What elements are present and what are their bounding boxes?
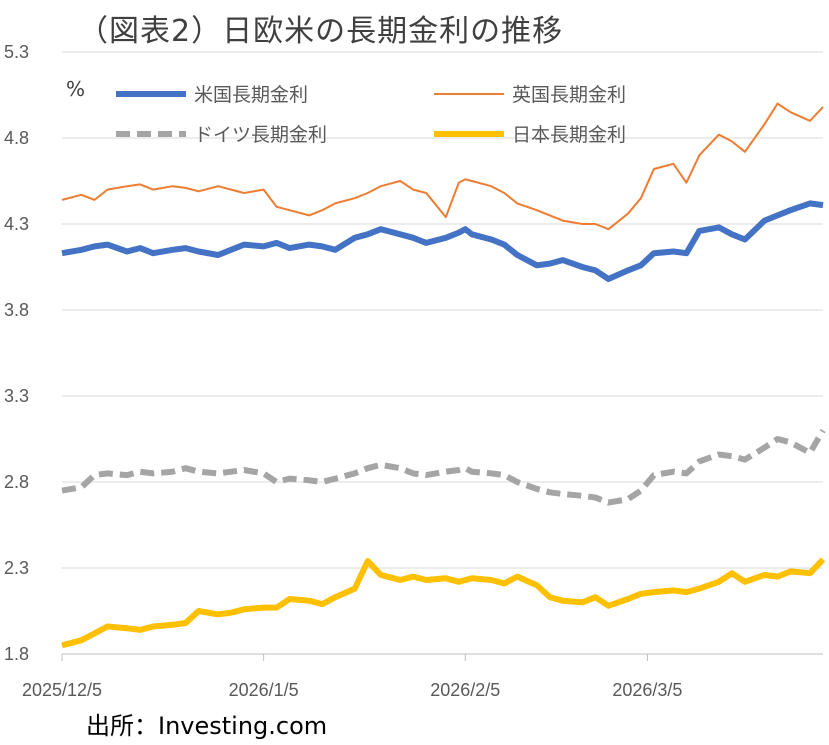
legend-label-3: 日本長期金利 <box>512 124 626 146</box>
y-tick-label: 3.8 <box>4 300 29 320</box>
x-tick-label: 2025/12/5 <box>22 680 102 700</box>
series-line-0 <box>61 200 824 282</box>
x-tick-label: 2026/2/5 <box>430 680 500 700</box>
y-axis-ticks: 5.3 4.8 4.3 3.8 3.3 2.8 2.3 1.8 <box>4 42 29 664</box>
legend-label-2: ドイツ長期金利 <box>194 124 327 146</box>
y-tick-label: 4.8 <box>4 128 29 148</box>
x-axis-ticks: 2025/12/5 2026/1/5 2026/2/5 2026/3/5 <box>22 654 682 700</box>
y-tick-label: 2.8 <box>4 472 29 492</box>
source-note: 出所：Investing.com <box>86 712 328 740</box>
unit-label: % <box>66 77 85 101</box>
y-tick-label: 3.3 <box>4 386 29 406</box>
legend-label-0: 米国長期金利 <box>194 84 308 106</box>
series-lines <box>61 102 826 649</box>
x-tick-label: 2026/3/5 <box>612 680 682 700</box>
y-tick-label: 1.8 <box>4 644 29 664</box>
y-tick-label: 5.3 <box>4 42 29 62</box>
y-tick-label: 4.3 <box>4 214 29 234</box>
x-tick-label: 2026/1/5 <box>229 680 299 700</box>
grid-lines <box>62 51 823 655</box>
series-line-3 <box>61 557 826 649</box>
series-line-2 <box>61 428 826 506</box>
chart-title: （図表2）日欧米の長期金利の推移 <box>78 14 564 49</box>
y-tick-label: 2.3 <box>4 558 29 578</box>
legend-label-1: 英国長期金利 <box>512 84 626 106</box>
series-line-1 <box>61 102 824 231</box>
